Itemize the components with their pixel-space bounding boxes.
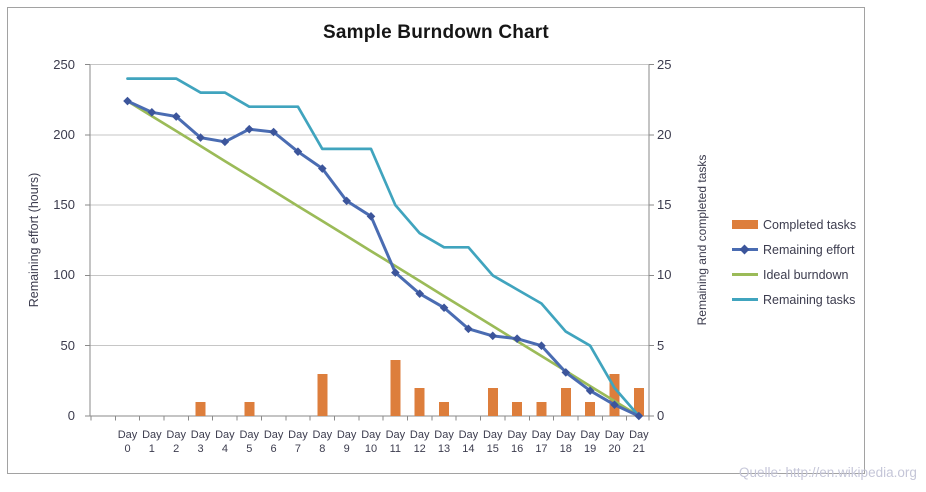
diamond-marker <box>244 124 254 134</box>
diamond-marker <box>366 212 376 221</box>
x-axis-tick-label: Day 9 <box>336 429 357 455</box>
x-axis-tick-label: Day 16 <box>507 429 527 455</box>
bar-completed-tasks <box>244 401 255 416</box>
x-axis-tick-label: Day 14 <box>458 429 479 455</box>
diamond-marker <box>147 108 157 117</box>
line-swatch-icon <box>732 262 758 287</box>
legend-item-remaining-tasks: Remaining tasks <box>732 287 856 312</box>
diamond-marker <box>439 303 449 313</box>
diamond-marker <box>561 368 571 377</box>
right-axis-tick-label: 5 <box>657 337 665 353</box>
line-ideal-burndown <box>126 99 641 418</box>
diamond-marker <box>293 147 303 156</box>
diamond-marker <box>318 164 327 173</box>
legend-item-completed-tasks: Completed tasks <box>732 212 856 237</box>
line-remaining-tasks <box>126 77 641 418</box>
bar-completed-tasks <box>633 387 644 416</box>
x-axis-tick-label: Day 15 <box>482 429 503 455</box>
diamond-marker <box>342 196 351 206</box>
bar-completed-tasks <box>390 359 401 416</box>
legend-label: Remaining effort <box>763 242 855 257</box>
legend-label: Ideal burndown <box>763 267 849 282</box>
x-axis-tick-label: Day 7 <box>288 429 308 455</box>
x-axis-tick-label: Day 12 <box>409 429 430 455</box>
bar-completed-tasks <box>195 401 206 416</box>
legend-item-ideal-burndown: Ideal burndown <box>732 262 856 287</box>
x-axis-tick-label: Day 18 <box>556 429 576 455</box>
x-axis-tick-label: Day 20 <box>604 429 625 455</box>
diamond-marker <box>415 289 424 298</box>
x-axis-tick-label: Day 8 <box>312 429 333 455</box>
diamond-marker <box>123 96 132 106</box>
legend-label: Remaining tasks <box>763 292 856 307</box>
diamond-marker <box>488 331 498 341</box>
right-axis-tick-label: 10 <box>657 267 672 283</box>
line-diamond-swatch-icon <box>732 237 758 262</box>
plot-svg <box>85 64 654 421</box>
diamond-marker <box>391 268 400 277</box>
bar-completed-tasks <box>487 387 498 416</box>
left-axis-tick-label: 200 <box>53 126 75 142</box>
x-axis-tick-label: Day 3 <box>190 429 211 455</box>
left-axis-tick-label: 150 <box>53 197 75 213</box>
left-axis-tick-label: 50 <box>60 337 75 353</box>
chart-frame: Sample Burndown Chart Remaining effort (… <box>7 7 865 474</box>
right-axis-tick-label: 25 <box>657 56 672 72</box>
diamond-marker <box>512 334 522 343</box>
x-axis-tick-label: Day 21 <box>629 429 649 455</box>
x-axis-tick-label: Day 2 <box>166 429 186 455</box>
x-axis-tick-label: Day 11 <box>385 429 406 455</box>
bar-completed-tasks <box>439 401 450 416</box>
bar-completed-tasks <box>414 387 425 416</box>
x-axis-tick-label: Day 4 <box>215 429 235 455</box>
source-note: Quelle: http://en.wikipedia.org <box>739 465 917 480</box>
right-axis-tick-label: 0 <box>657 408 665 423</box>
left-axis-title: Remaining effort (hours) <box>27 172 41 308</box>
x-axis-tick-label: Day 0 <box>117 429 138 455</box>
x-axis-tick-label: Day 6 <box>263 429 284 455</box>
x-axis-tick-label: Day 19 <box>580 429 600 455</box>
right-axis-title: Remaining and completed tasks <box>695 154 709 326</box>
line-remaining-effort <box>126 99 641 418</box>
x-axis-tick-label: Day 1 <box>142 429 162 455</box>
bar-swatch-icon <box>732 212 758 237</box>
diamond-marker <box>634 411 644 421</box>
legend-item-remaining-effort: Remaining effort <box>732 237 856 262</box>
diamond-marker <box>196 133 205 142</box>
bar-completed-tasks <box>585 401 596 416</box>
x-axis-tick-label: Day 17 <box>531 429 552 455</box>
x-axis-tick-label: Day 10 <box>361 429 381 455</box>
bar-completed-tasks <box>536 401 547 416</box>
diamond-marker <box>610 400 619 410</box>
diamond-marker <box>269 127 278 137</box>
diamond-marker <box>464 324 473 334</box>
left-axis-tick-label: 0 <box>67 408 75 423</box>
bar-completed-tasks <box>317 373 328 416</box>
x-axis-tick-label: Day 13 <box>434 429 454 455</box>
diamond-marker <box>171 112 181 121</box>
left-axis-tick-label: 100 <box>53 267 75 283</box>
diamond-marker <box>537 341 546 350</box>
line-swatch-icon <box>732 287 758 312</box>
legend-label: Completed tasks <box>763 217 857 232</box>
x-axis-tick-label: Day 5 <box>239 429 260 455</box>
bar-completed-tasks <box>560 387 571 416</box>
diamond-marker <box>585 386 595 395</box>
diamond-marker <box>220 137 230 147</box>
bar-completed-tasks <box>512 401 523 416</box>
left-axis-tick-label: 250 <box>53 56 75 72</box>
right-axis-tick-label: 20 <box>657 126 672 142</box>
bar-completed-tasks <box>609 373 620 416</box>
legend: Completed tasks Remaining effort Ideal b… <box>732 212 856 312</box>
right-axis-tick-label: 15 <box>657 197 672 213</box>
chart-title: Sample Burndown Chart <box>323 22 549 43</box>
